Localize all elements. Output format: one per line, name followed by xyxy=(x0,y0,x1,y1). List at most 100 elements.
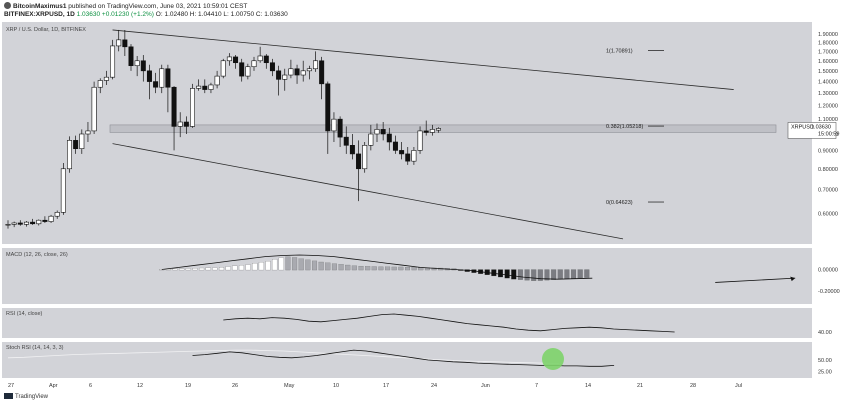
candle-up xyxy=(257,55,263,62)
candle-up xyxy=(177,121,183,127)
macd-histogram-bar xyxy=(497,269,503,278)
time-tick-label: 21 xyxy=(637,383,643,389)
macd-histogram-bar xyxy=(378,266,384,271)
candle-down xyxy=(263,55,269,64)
time-tick-label: 6 xyxy=(89,383,92,389)
macd-histogram-bar xyxy=(325,262,331,271)
candle-down xyxy=(202,85,208,90)
candle-up xyxy=(417,130,423,151)
candle-up xyxy=(429,129,435,133)
time-tick-label: 27 xyxy=(8,383,14,389)
macd-histogram-bar xyxy=(318,261,324,271)
candle-up xyxy=(306,68,312,72)
candle-down xyxy=(380,129,386,135)
chart-area[interactable]: 1.90000 1.80000 1.70000 1.60000 1.50000 1.400… xyxy=(0,22,850,392)
fib-level-label: 0(0.64623) xyxy=(606,200,633,206)
brand-name: TradingView xyxy=(15,394,49,400)
macd-histogram-bar xyxy=(172,268,178,271)
candle-down xyxy=(140,60,146,72)
fib-level-label: 1(1.70891) xyxy=(606,49,633,55)
candle-down xyxy=(183,121,189,127)
time-tick-label: May xyxy=(284,383,295,389)
stoch-rsi-line xyxy=(192,349,615,367)
channel-lower-line xyxy=(112,143,624,240)
time-tick-label: 28 xyxy=(690,383,696,389)
candle-down xyxy=(325,83,331,132)
footer: TradingView xyxy=(0,392,850,403)
macd-histogram-bar xyxy=(577,269,583,279)
candle-down xyxy=(239,62,245,77)
macd-histogram-bar xyxy=(385,266,391,271)
last-price-box xyxy=(787,122,837,139)
candle-down xyxy=(146,70,152,82)
time-tick-label: Jul xyxy=(735,383,742,389)
macd-histogram-bar xyxy=(278,257,284,271)
candle-up xyxy=(11,222,17,225)
candle-up xyxy=(67,140,73,170)
macd-divergence-arrow xyxy=(715,277,796,283)
publisher-line: BitcoinMaximus1 published on TradingView… xyxy=(4,2,247,10)
macd-histogram-bar xyxy=(398,266,404,271)
price-tick-label: 1.10000 xyxy=(818,117,838,123)
rsi-tick-label: 40.00 xyxy=(818,330,832,336)
macd-histogram-bar xyxy=(405,267,411,271)
macd-histogram-bar xyxy=(185,268,191,271)
macd-tick-label: 0.00000 xyxy=(818,268,838,274)
macd-histogram-bar xyxy=(511,269,517,280)
macd-histogram-bar xyxy=(571,269,577,279)
price-tick-label: 1.30000 xyxy=(818,91,838,97)
macd-histogram-bar xyxy=(298,258,304,271)
macd-histogram-bar xyxy=(192,268,198,271)
price-axis xyxy=(812,22,850,378)
candle-up xyxy=(435,128,441,131)
price-tick-label: 1.50000 xyxy=(818,69,838,75)
chart-header: BitcoinMaximus1 published on TradingView… xyxy=(0,0,850,22)
candle-up xyxy=(134,60,140,67)
candle-up xyxy=(208,84,214,90)
macd-histogram-bar xyxy=(557,269,563,280)
candle-down xyxy=(405,153,411,162)
price-tick-label: 1.60000 xyxy=(818,59,838,65)
price-tick-label: 0.60000 xyxy=(818,212,838,218)
price-tick-label: 1.70000 xyxy=(818,49,838,55)
last-price-countdown: 15:00:59 xyxy=(818,131,839,137)
main-pane-title: XRP / U.S. Dollar, 1D, BITFINEX xyxy=(6,27,86,33)
price-tick-label: 1.40000 xyxy=(818,80,838,86)
publisher-name[interactable]: BitcoinMaximus1 xyxy=(13,3,67,10)
price-tick-label: 1.90000 xyxy=(818,32,838,38)
candle-up xyxy=(245,66,251,77)
candle-down xyxy=(73,140,79,149)
candle-down xyxy=(165,68,171,88)
price-tick-label: 1.80000 xyxy=(818,40,838,46)
time-tick-label: 10 xyxy=(333,383,339,389)
macd-histogram-bar xyxy=(199,267,205,271)
macd-histogram-bar xyxy=(331,263,337,271)
candle-up xyxy=(97,80,103,88)
macd-histogram-bar xyxy=(159,269,165,271)
macd-histogram-bar xyxy=(219,267,225,271)
candle-down xyxy=(349,145,355,155)
candle-up xyxy=(362,145,368,170)
tradingview-logo: TradingView xyxy=(4,393,48,400)
macd-histogram-bar xyxy=(338,264,344,271)
candle-up xyxy=(331,118,337,132)
candle-down xyxy=(423,130,429,133)
macd-histogram-bar xyxy=(258,262,264,271)
candle-up xyxy=(196,85,202,89)
time-tick-label: 7 xyxy=(535,383,538,389)
macd-histogram-bar xyxy=(312,260,318,271)
time-tick-label: 26 xyxy=(232,383,238,389)
macd-histogram-bar xyxy=(564,269,570,279)
user-avatar-icon xyxy=(4,2,11,9)
candle-down xyxy=(337,118,343,138)
candle-down xyxy=(294,68,300,76)
price-change: +0.01230 (+1.2%) xyxy=(101,11,154,18)
candle-up xyxy=(85,130,91,135)
macd-histogram-bar xyxy=(584,269,590,278)
macd-histogram-bar xyxy=(292,257,298,271)
fib-level-label: 0.382(1.05218) xyxy=(606,124,643,130)
macd-histogram-bar xyxy=(305,259,311,271)
rsi-pane-title: RSI (14, close) xyxy=(6,311,43,317)
candle-down xyxy=(343,136,349,146)
stoch-rsi-tick-label: 50.00 xyxy=(818,358,832,364)
